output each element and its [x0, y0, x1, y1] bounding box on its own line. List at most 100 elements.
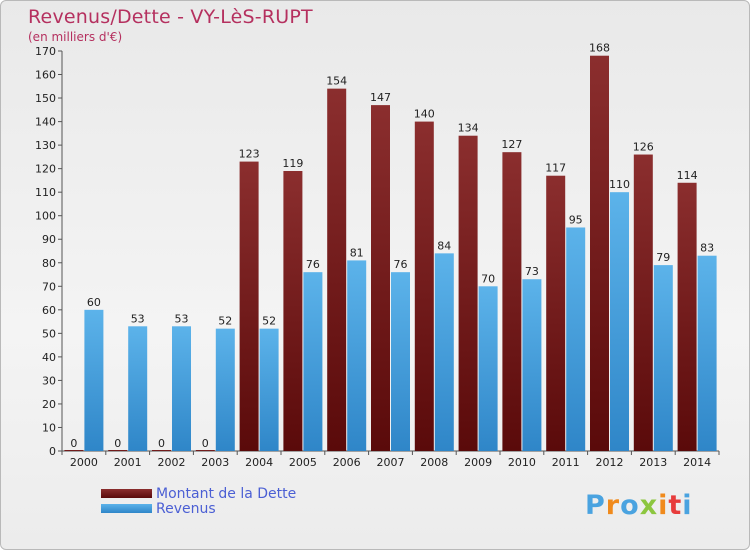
data-label: 114	[677, 169, 698, 182]
data-label: 53	[175, 312, 189, 325]
data-label: 73	[525, 265, 539, 278]
x-tick-label: 2011	[552, 456, 580, 469]
y-tick-label: 150	[35, 92, 56, 105]
bar-dette	[458, 135, 478, 452]
data-label: 110	[609, 178, 630, 191]
y-tick-label: 110	[35, 186, 56, 199]
y-tick-label: 130	[35, 139, 56, 152]
chart-title: Revenus/Dette - VY-LèS-RUPT	[28, 6, 313, 28]
x-tick-label: 2007	[377, 456, 405, 469]
bar-dette	[502, 152, 522, 452]
x-tick-label: 2008	[420, 456, 448, 469]
bar-dette	[239, 161, 259, 451]
x-tick-label: 2005	[289, 456, 317, 469]
data-label: 52	[262, 315, 276, 328]
data-label: 119	[282, 157, 303, 170]
data-label: 60	[87, 296, 101, 309]
data-label: 52	[218, 315, 232, 328]
data-label: 134	[458, 122, 479, 135]
data-label: 126	[633, 141, 654, 154]
data-label: 123	[239, 148, 260, 161]
data-label: 84	[437, 239, 451, 252]
bar-dette	[108, 450, 128, 451]
x-tick-label: 2001	[114, 456, 142, 469]
data-label: 0	[202, 437, 209, 450]
data-label: 147	[370, 91, 391, 104]
bar-dette	[283, 171, 303, 451]
data-label: 81	[350, 246, 364, 259]
logo-letter: o	[620, 490, 640, 521]
bar-revenus	[653, 265, 673, 451]
logo-letter: i	[658, 490, 669, 521]
x-tick-label: 2014	[683, 456, 711, 469]
bar-revenus	[391, 272, 410, 451]
legend-label-revenus: Revenus	[156, 500, 216, 517]
y-tick-label: 50	[42, 327, 56, 340]
y-tick-label: 160	[35, 69, 56, 82]
logo-letter: x	[639, 490, 659, 521]
bar-dette	[371, 105, 390, 451]
bar-dette	[414, 121, 434, 452]
data-label: 0	[114, 437, 121, 450]
y-tick-label: 170	[35, 45, 56, 58]
bar-revenus	[522, 279, 542, 451]
data-label: 127	[501, 138, 522, 151]
bar-dette	[590, 55, 609, 452]
y-tick-label: 0	[49, 445, 56, 458]
x-tick-label: 2010	[508, 456, 536, 469]
chart-subtitle: (en milliers d'€)	[28, 30, 123, 44]
bar-revenus	[566, 227, 586, 451]
legend-item-revenus: Revenus	[101, 500, 296, 517]
y-tick-label: 100	[35, 210, 56, 223]
x-tick-label: 2002	[158, 456, 186, 469]
logo-letter: i	[682, 490, 693, 521]
data-label: 0	[70, 437, 77, 450]
y-tick-label: 10	[42, 421, 56, 434]
data-label: 95	[569, 213, 583, 226]
legend-swatch-revenus	[101, 504, 152, 513]
y-tick-label: 90	[42, 233, 56, 246]
legend-item-dette: Montant de la Dette	[101, 485, 297, 502]
bar-revenus	[303, 272, 323, 451]
y-tick-label: 30	[42, 374, 56, 387]
bar-revenus	[84, 309, 104, 451]
y-tick-label: 80	[42, 257, 56, 270]
bar-revenus	[610, 192, 629, 452]
y-tick-label: 120	[35, 163, 56, 176]
legend: Montant de la Dette Revenus	[101, 485, 297, 517]
x-tick-label: 2013	[639, 456, 667, 469]
x-tick-label: 2006	[333, 456, 361, 469]
logo-letter: P	[585, 490, 606, 521]
bar-revenus	[434, 253, 454, 451]
bar-revenus	[697, 255, 717, 451]
y-tick-label: 60	[42, 304, 56, 317]
data-label: 70	[481, 272, 495, 285]
y-tick-label: 40	[42, 351, 56, 364]
y-tick-label: 20	[42, 398, 56, 411]
bar-revenus	[259, 328, 279, 451]
data-label: 117	[545, 162, 566, 175]
data-label: 0	[158, 437, 165, 450]
x-tick-label: 2009	[464, 456, 492, 469]
data-label: 76	[306, 258, 320, 271]
bar-dette	[633, 154, 653, 451]
data-label: 154	[326, 75, 347, 88]
proxiti-logo: Proxiti	[585, 490, 693, 521]
legend-label-dette: Montant de la Dette	[156, 485, 297, 502]
x-tick-label: 2004	[245, 456, 273, 469]
data-label: 168	[589, 42, 610, 55]
y-tick-label: 70	[42, 280, 56, 293]
data-label: 79	[656, 251, 670, 264]
logo-letter: r	[605, 490, 621, 521]
x-tick-label: 2000	[70, 456, 98, 469]
bar-revenus	[215, 328, 235, 451]
bar-dette	[546, 175, 566, 452]
bar-dette	[152, 450, 171, 451]
y-tick-label: 140	[35, 116, 56, 129]
bar-dette	[327, 88, 347, 451]
data-label: 83	[700, 242, 714, 255]
x-tick-label: 2003	[201, 456, 229, 469]
data-label: 140	[414, 108, 435, 121]
